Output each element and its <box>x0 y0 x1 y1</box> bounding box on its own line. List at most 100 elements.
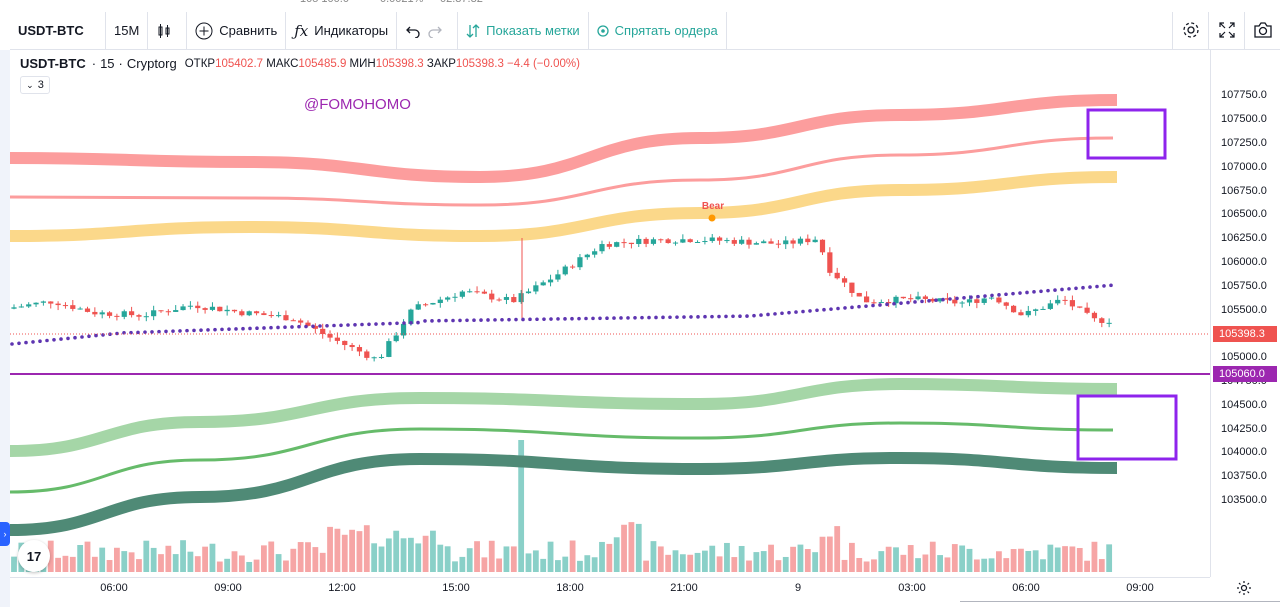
ma-dot <box>885 302 889 307</box>
ma-dot <box>213 327 217 332</box>
toggle-left-panel-handle[interactable]: › <box>0 522 10 546</box>
candle-body <box>893 296 899 304</box>
candle-body <box>246 311 252 316</box>
indicators-label: Индикаторы <box>314 23 389 38</box>
time-tick: 9 <box>794 582 802 594</box>
ma-dot <box>1102 284 1106 288</box>
ma-dot <box>780 311 784 316</box>
ma-dot <box>164 329 168 334</box>
indicators-button[interactable]: ƒx Индикаторы <box>286 11 398 50</box>
ma-dot <box>1025 290 1029 295</box>
candle-body <box>356 347 363 352</box>
ma-dot <box>857 304 861 309</box>
ma-dot <box>45 338 49 343</box>
symbol-search-button[interactable]: USDT-BTC <box>10 11 106 50</box>
volume-bar <box>915 558 921 572</box>
candle-body <box>636 238 642 245</box>
last-price-tag: 105398.3 <box>1213 326 1277 342</box>
price-tick: 105750.0 <box>1221 279 1267 292</box>
ma-dot <box>73 335 77 340</box>
candle-body <box>768 241 774 244</box>
tradingview-logo[interactable]: 17 <box>18 540 50 572</box>
ma-dot <box>395 321 399 326</box>
scale-settings-button[interactable] <box>1236 580 1252 601</box>
upper-band-thin <box>9 136 1114 207</box>
upper-highlight-box[interactable] <box>1086 108 1167 160</box>
candle-body <box>1084 307 1090 313</box>
ma-dot <box>934 298 938 302</box>
volume-bar <box>1076 547 1083 572</box>
volume-bar <box>466 548 473 572</box>
lower-band-dark <box>9 451 1118 536</box>
highlight-rectangles <box>1076 108 1178 461</box>
ma-dot <box>206 328 210 332</box>
time-scale[interactable]: 06:00 09:00 12:00 15:00 18:00 21:00 9 03:00 06:0… <box>10 577 1210 599</box>
settings-button[interactable] <box>1172 12 1208 50</box>
candle-body <box>511 297 517 303</box>
volume-bar <box>422 535 429 572</box>
legend-exchange: Cryptorg <box>126 56 177 71</box>
volume-bar <box>496 558 502 572</box>
gear-icon <box>1182 21 1200 42</box>
undo-icon[interactable] <box>405 24 421 38</box>
plus-circle-icon <box>195 22 213 40</box>
volume-bar <box>305 542 311 572</box>
candle-body <box>665 239 671 244</box>
ma-dot <box>500 317 504 322</box>
ma-dot <box>157 329 161 334</box>
volume-bar <box>555 560 561 572</box>
bottom-divider <box>960 601 1280 602</box>
screenshot-button[interactable] <box>1244 12 1280 50</box>
ma-dot <box>920 299 924 304</box>
volume-bar <box>981 558 988 572</box>
ma-dot <box>367 322 371 327</box>
ma-dot <box>332 323 336 328</box>
volume-bar <box>826 536 833 572</box>
price-tick: 107250.0 <box>1221 137 1267 149</box>
ma-dot <box>283 325 287 330</box>
price-chart[interactable]: Bear <box>0 50 1210 577</box>
candle-body <box>739 239 745 244</box>
bear-label: Bear <box>702 201 724 212</box>
candle-body <box>797 238 804 244</box>
candle-body <box>217 306 223 312</box>
ma-dot <box>458 318 462 323</box>
price-tick: 107750.0 <box>1221 89 1267 102</box>
interval-button[interactable]: 15M <box>106 11 149 50</box>
ma-dot <box>325 323 329 328</box>
redo-icon[interactable] <box>427 24 443 38</box>
compare-button[interactable]: Сравнить <box>187 11 287 50</box>
volume-bar <box>312 547 319 572</box>
candle-body <box>672 242 679 244</box>
ma-dot <box>269 325 273 330</box>
hide-orders-button[interactable]: Спрятать ордера <box>589 11 727 50</box>
price-tick: 106250.0 <box>1221 232 1267 245</box>
ma-dot <box>1109 283 1113 288</box>
ma-dot <box>87 334 91 339</box>
candle-body <box>84 308 91 312</box>
price-scale[interactable]: 103500.0 103750.0 104000.0 104250.0 104500.0… <box>1210 50 1280 577</box>
ma-dot <box>661 315 665 320</box>
ma-dot <box>717 314 721 319</box>
chart-type-button[interactable] <box>148 11 188 50</box>
volume-bar <box>518 440 525 572</box>
price-tick: 106750.0 <box>1221 184 1267 197</box>
candle-body <box>290 320 296 322</box>
show-marks-button[interactable]: Показать метки <box>458 11 589 50</box>
ma-dot <box>360 322 364 327</box>
time-tick: 06:00 <box>100 582 128 594</box>
volume-bar <box>951 544 958 572</box>
candle-body <box>114 315 120 317</box>
candle-body <box>1077 306 1083 308</box>
indicators-collapse-button[interactable]: ⌄ 3 <box>20 76 50 94</box>
candle-body <box>239 311 245 316</box>
price-tick: 103500.0 <box>1221 494 1267 506</box>
lower-highlight-box[interactable] <box>1076 394 1178 461</box>
ma-dot <box>941 297 945 302</box>
volume-bar <box>283 560 289 572</box>
candle-body <box>1069 300 1075 307</box>
volume-bar <box>1106 544 1113 572</box>
candle-body <box>628 242 634 245</box>
volume-bar <box>216 561 223 572</box>
fullscreen-button[interactable] <box>1208 12 1244 50</box>
